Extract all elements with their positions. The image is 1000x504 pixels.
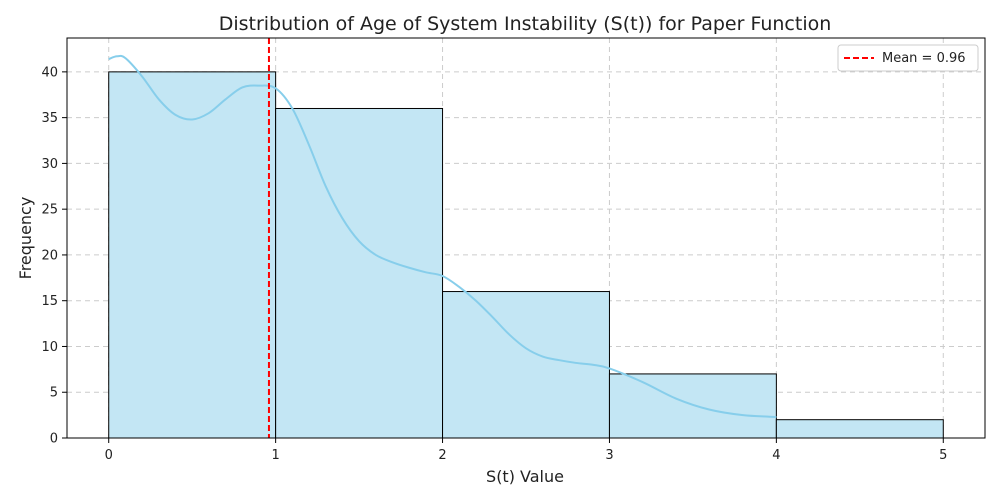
histogram-bar-3 — [442, 291, 610, 439]
x-axis-label: S(t) Value — [486, 467, 564, 486]
y-tick-label: 35 — [41, 111, 58, 126]
x-tick-label: 2 — [438, 448, 446, 463]
kde-layer — [108, 54, 777, 418]
x-tick-label: 5 — [939, 448, 947, 463]
y-tick-label: 30 — [41, 157, 58, 172]
x-tick-label: 0 — [105, 448, 113, 463]
x-tick-label: 4 — [772, 448, 780, 463]
histogram-bar-4 — [608, 373, 777, 439]
legend: Mean = 0.96 — [837, 44, 979, 72]
bars-layer — [108, 71, 944, 439]
y-tick-label: 5 — [50, 386, 58, 401]
legend-box — [837, 44, 979, 72]
y-tick-label: 15 — [41, 294, 58, 309]
histogram-bar-1 — [108, 71, 277, 439]
y-tick-label: 40 — [41, 65, 58, 80]
x-axis-ticks: 0 1 2 3 4 5 — [105, 438, 947, 463]
y-tick-label: 0 — [50, 432, 58, 447]
y-tick-label: 25 — [41, 203, 58, 218]
kde-curve — [108, 54, 777, 418]
chart-title: Distribution of Age of System Instabilit… — [219, 13, 832, 35]
y-axis-ticks: 0 5 10 15 20 25 30 35 40 — [41, 65, 67, 447]
histogram-bar-2 — [275, 107, 444, 439]
histogram-bar-5 — [775, 419, 944, 439]
legend-mean-label: Mean = 0.96 — [882, 51, 966, 66]
x-tick-label: 1 — [271, 448, 279, 463]
y-tick-label: 10 — [41, 340, 58, 355]
x-tick-label: 3 — [605, 448, 613, 463]
y-tick-label: 20 — [41, 248, 58, 263]
y-axis-label: Frequency — [16, 197, 35, 280]
plot-area-frame — [66, 37, 986, 439]
